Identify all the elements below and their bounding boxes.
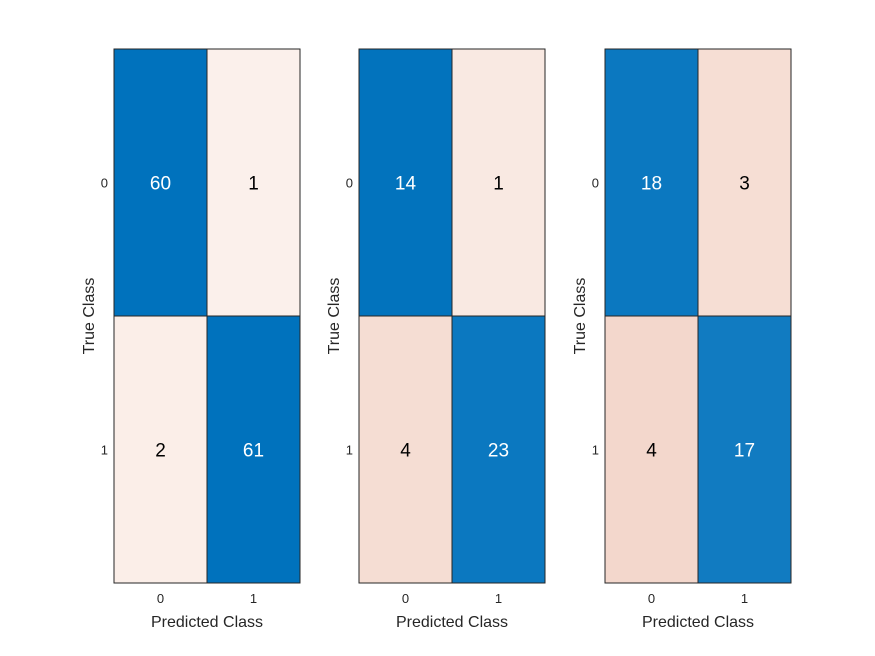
x-axis-label: Predicted Class — [642, 614, 754, 631]
x-tick-label: 0 — [157, 591, 164, 606]
axes-frame — [604, 48, 792, 584]
heatmap-cell — [604, 48, 699, 317]
y-tick-label: 0 — [101, 176, 108, 191]
cell-value-label: 14 — [395, 174, 417, 195]
heatmap-cell — [206, 315, 301, 584]
x-tick-label: 0 — [648, 591, 655, 606]
x-axis-label: Predicted Class — [151, 614, 263, 631]
heatmap-cell — [451, 48, 546, 317]
axes-frame — [358, 48, 546, 584]
cell-value-label: 4 — [646, 441, 657, 462]
y-tick-label: 0 — [592, 176, 599, 191]
x-tick-label: 0 — [402, 591, 409, 606]
axes-frame — [113, 48, 301, 584]
y-axis-label: True Class — [572, 278, 589, 355]
cell-value-label: 2 — [155, 441, 166, 462]
cell-value-label: 18 — [641, 174, 662, 195]
cell-value-label: 23 — [488, 441, 509, 462]
x-axis-label: Predicted Class — [396, 614, 508, 631]
cell-value-label: 3 — [739, 174, 750, 195]
cell-value-label: 60 — [150, 174, 171, 195]
cell-value-label: 61 — [243, 441, 264, 462]
heatmap-cell — [113, 48, 208, 317]
heatmap-cell — [697, 315, 792, 584]
heatmap-cell — [697, 48, 792, 317]
x-tick-label: 1 — [741, 591, 748, 606]
y-tick-label: 1 — [592, 443, 599, 458]
heatmap-cell — [451, 315, 546, 584]
x-tick-label: 1 — [250, 591, 257, 606]
heatmap-cell — [206, 48, 301, 317]
cell-value-label: 17 — [734, 441, 755, 462]
y-tick-label: 0 — [346, 176, 353, 191]
heatmap-cell — [604, 315, 699, 584]
confusion-matrix-panel-1: 60 1 2 61 0 1 0 1 Predicted Class True Class — [81, 48, 301, 631]
heatmap-cell — [113, 315, 208, 584]
y-axis-label: True Class — [81, 278, 98, 355]
x-tick-label: 1 — [495, 591, 502, 606]
y-axis-label: True Class — [326, 278, 343, 355]
cell-value-label: 1 — [493, 174, 504, 195]
cell-value-label: 1 — [248, 174, 259, 195]
y-tick-label: 1 — [101, 443, 108, 458]
cell-value-label: 4 — [400, 441, 411, 462]
y-tick-label: 1 — [346, 443, 353, 458]
